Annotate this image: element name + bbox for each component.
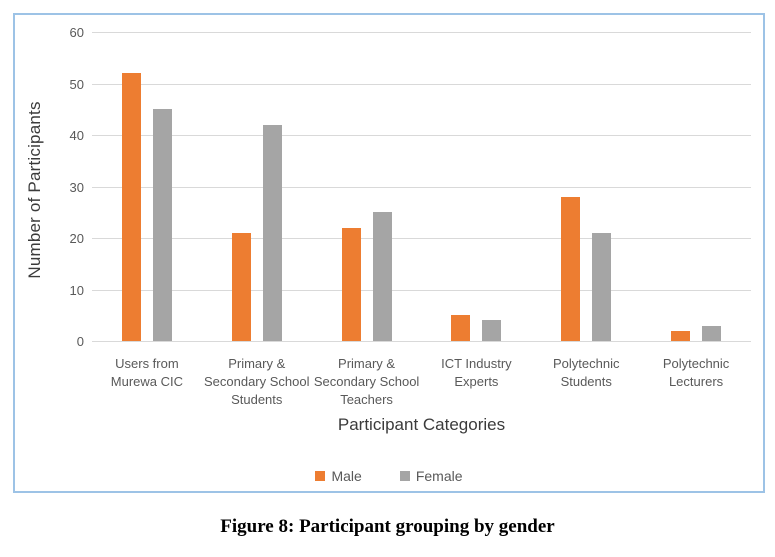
bar-female — [372, 212, 392, 341]
gridline — [92, 341, 751, 342]
gridline — [92, 186, 751, 188]
bar-group — [421, 32, 531, 341]
y-axis-title: Number of Participants — [25, 101, 44, 279]
legend-label: Female — [415, 468, 463, 484]
bar-male — [121, 73, 141, 341]
figure-caption: Figure 8: Participant grouping by gender — [220, 516, 555, 537]
y-axis-tick-label: 50 — [69, 76, 84, 92]
bar-group — [312, 32, 422, 341]
bar-female — [482, 320, 502, 341]
legend-swatch-icon — [399, 471, 410, 481]
x-axis-category-labels: Users from Murewa CIC Primary & Secondary… — [92, 355, 751, 409]
bar-male — [341, 227, 361, 341]
category-label: Polytechnic Lecturers — [662, 356, 730, 389]
category-label: Primary & Secondary School Students — [203, 356, 310, 407]
y-axis-tick-label: 0 — [76, 334, 84, 349]
legend: Male Female — [15, 468, 763, 484]
chart-container: Number of Participants 0 10 20 30 40 50 60 Use… — [13, 13, 765, 493]
bar-group — [641, 32, 751, 341]
category-label: Primary & Secondary School Teachers — [313, 356, 420, 407]
category-label: Polytechnic Students — [552, 356, 620, 389]
bar-female — [702, 325, 722, 341]
y-axis-tick-label: 10 — [69, 282, 84, 298]
gridline — [92, 135, 751, 136]
bar-female — [262, 124, 282, 341]
plot-area — [92, 32, 751, 342]
bar-female — [592, 232, 612, 341]
bar-male — [451, 315, 471, 341]
gridline — [92, 238, 751, 239]
legend-label: Male — [331, 468, 362, 484]
bar-male — [231, 232, 251, 341]
gridline — [92, 289, 751, 291]
legend-item-female: Female — [399, 468, 463, 484]
y-axis-tick-label: 30 — [69, 179, 84, 195]
bar-groups — [92, 32, 751, 341]
bar-group — [92, 32, 202, 341]
gridline — [92, 32, 751, 33]
bar-female — [152, 109, 172, 341]
bar-male — [671, 330, 691, 341]
category-label: Users from Murewa CIC — [110, 356, 184, 389]
category-label: ICT Industry Experts — [441, 356, 512, 389]
gridline — [92, 83, 751, 85]
y-axis-tick-label: 60 — [69, 25, 84, 40]
legend-swatch-icon — [315, 471, 326, 481]
y-axis-tick-label: 20 — [69, 231, 84, 246]
bar-group — [531, 32, 641, 341]
legend-item-male: Male — [315, 468, 362, 484]
bar-group — [202, 32, 312, 341]
bar-male — [561, 196, 581, 341]
y-axis-tick-label: 40 — [69, 128, 84, 143]
x-axis-title: Participant Categories — [337, 415, 506, 434]
